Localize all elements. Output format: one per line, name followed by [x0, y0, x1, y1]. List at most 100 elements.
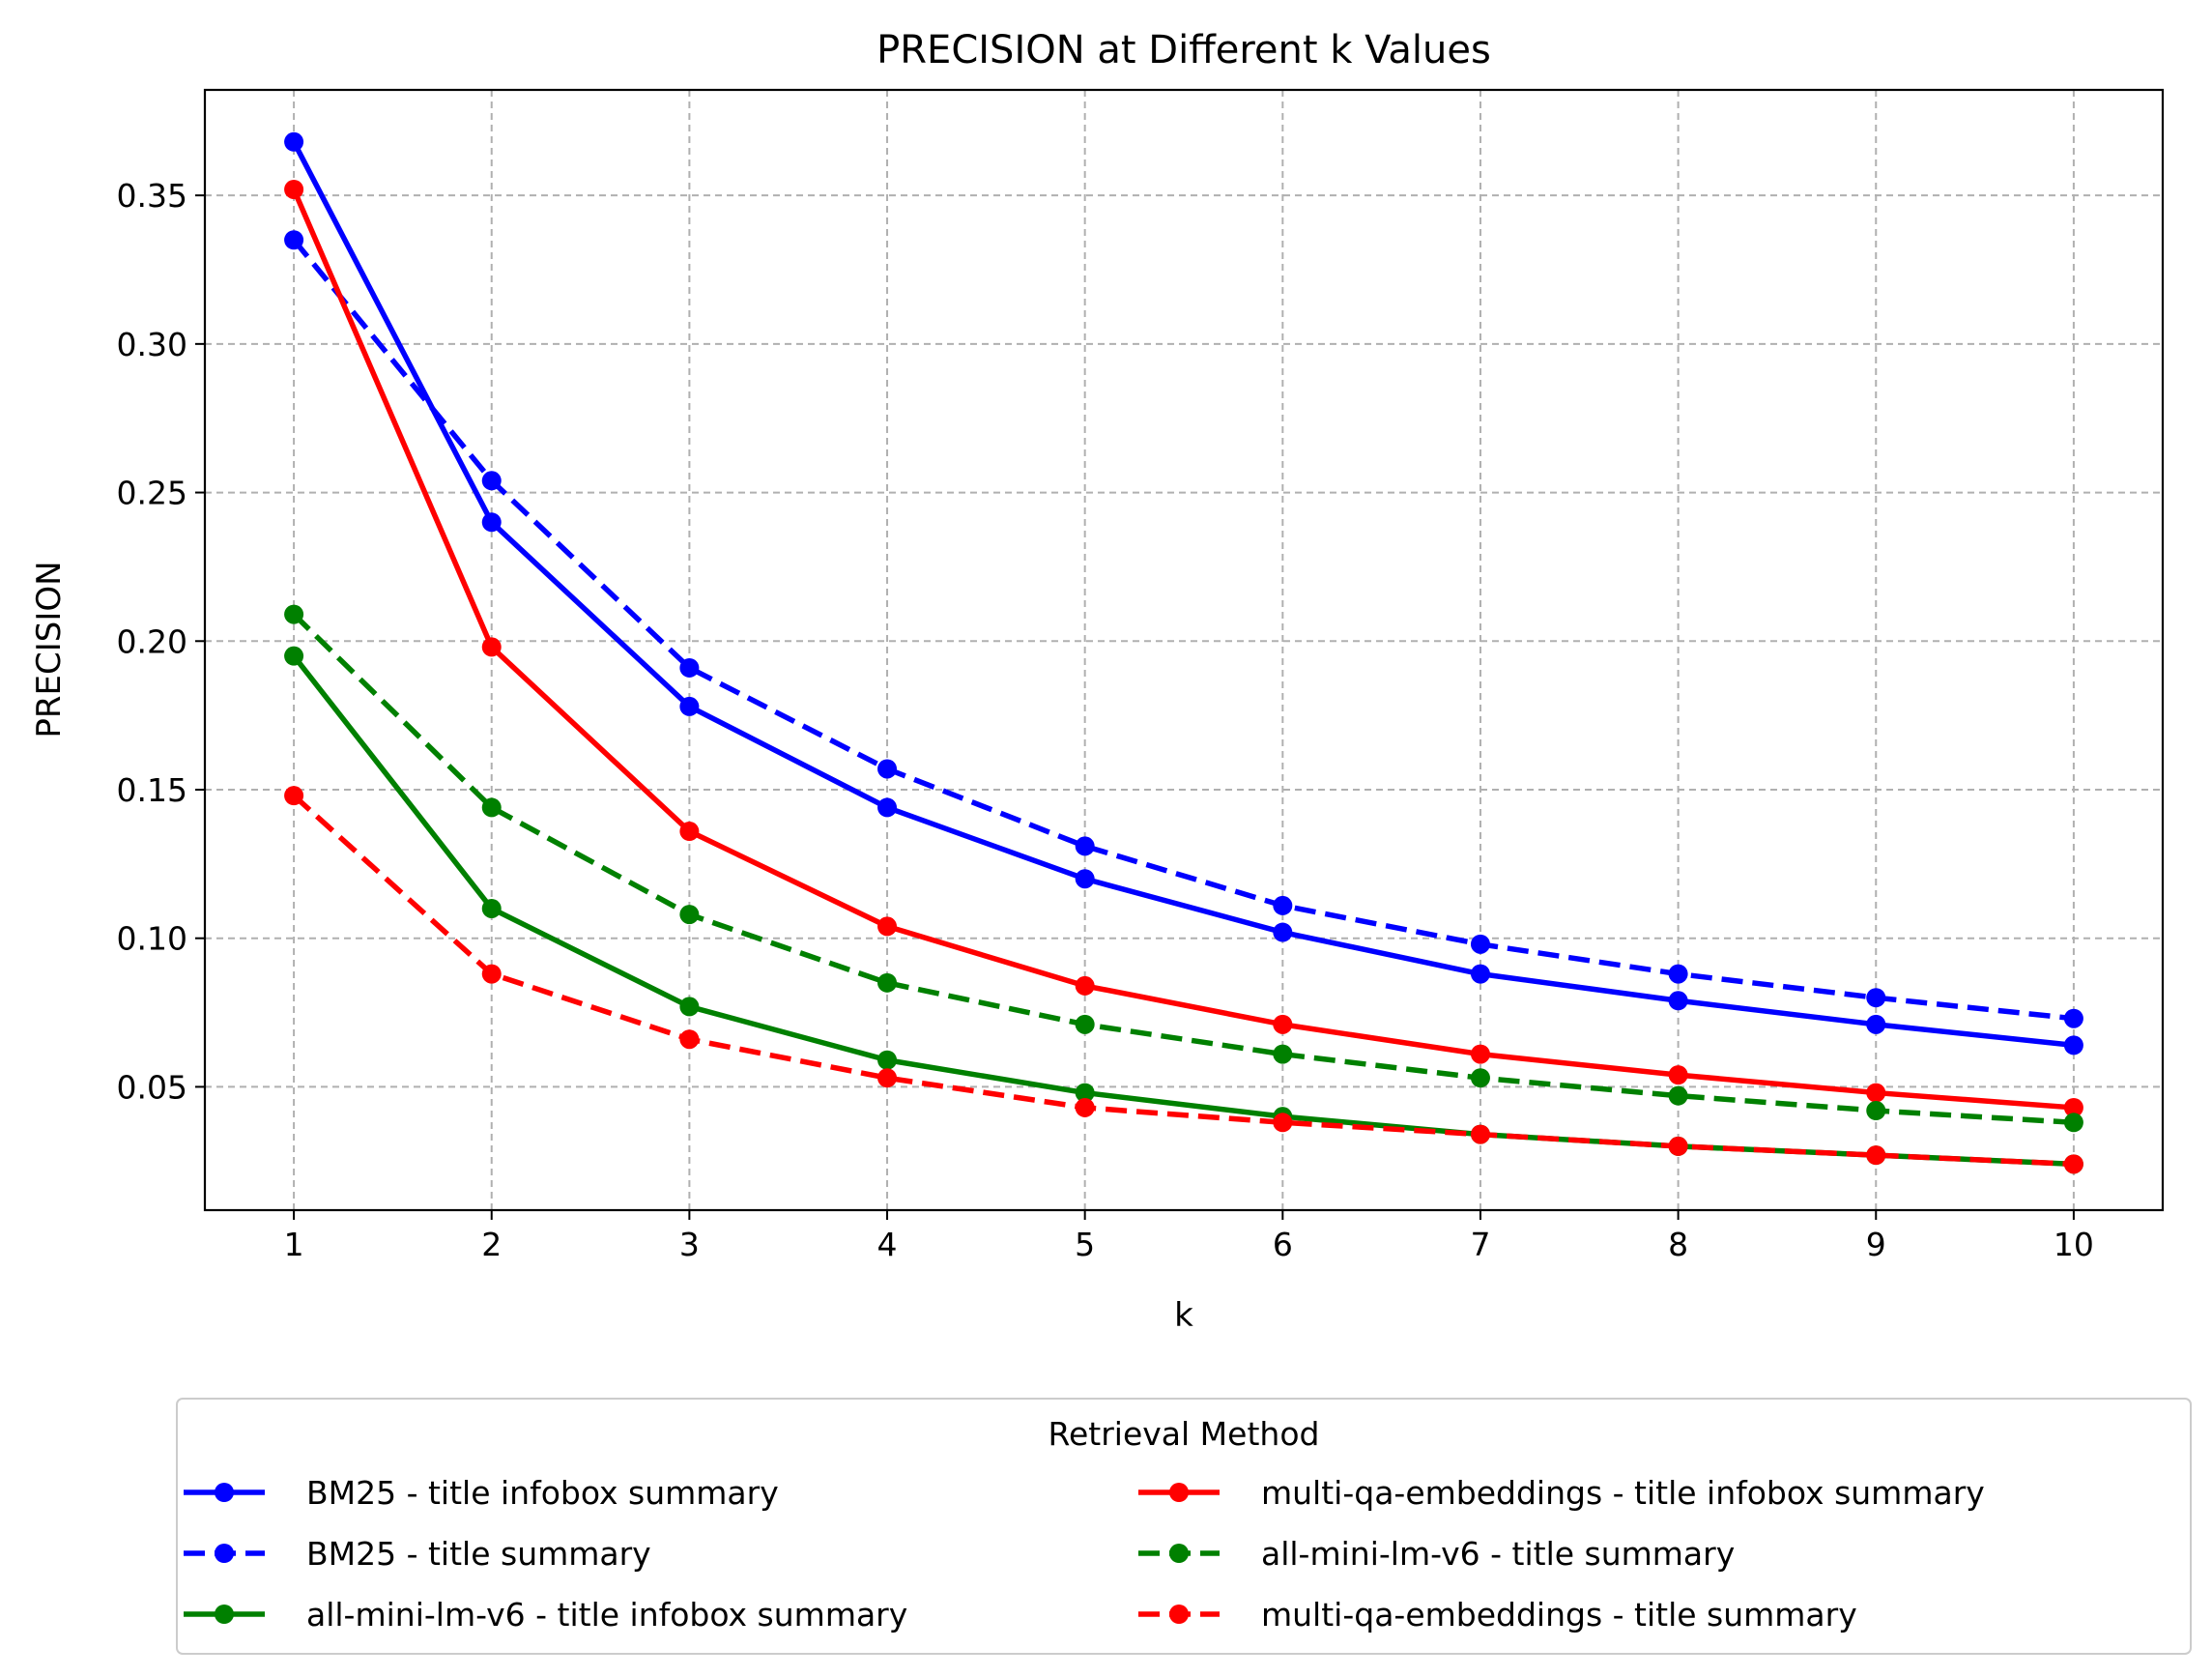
data-point	[2063, 1113, 2083, 1133]
x-axis-label: k	[1174, 1296, 1193, 1335]
data-point	[481, 637, 502, 657]
legend-entry: BM25 - title summary	[184, 1535, 651, 1573]
series-layer	[284, 131, 2083, 1174]
legend-label: multi-qa-embeddings - title infobox summ…	[1261, 1474, 1985, 1512]
data-point	[481, 898, 502, 918]
data-point	[481, 797, 502, 818]
legend-title: Retrieval Method	[1049, 1415, 1320, 1453]
data-point	[1273, 922, 1293, 942]
data-point	[679, 822, 700, 842]
y-axis: 0.05 0.10 0.15 0.20 0.25 0.30 0.35	[117, 177, 205, 1106]
legend-label: BM25 - title infobox summary	[306, 1474, 779, 1512]
data-point	[1075, 1014, 1095, 1034]
chart-title: PRECISION at Different k Values	[876, 28, 1491, 72]
legend-marker	[215, 1544, 234, 1563]
plot-frame	[203, 88, 2165, 1212]
x-axis: 1 2 3 4 5 6 7 8 9 10	[284, 1210, 2094, 1263]
data-point	[481, 471, 502, 491]
data-point	[1075, 1097, 1095, 1117]
legend-label: BM25 - title summary	[306, 1535, 651, 1573]
data-point	[679, 1029, 700, 1050]
x-tick-label: 8	[1668, 1226, 1688, 1263]
data-point	[1668, 1136, 1688, 1156]
data-point	[284, 786, 304, 806]
x-tick-label: 1	[284, 1226, 304, 1263]
x-tick-label: 10	[2054, 1226, 2094, 1263]
x-tick-label: 3	[679, 1226, 700, 1263]
series-2	[284, 230, 2083, 1028]
data-point	[284, 131, 304, 152]
data-point	[284, 179, 304, 199]
data-point	[1668, 991, 1688, 1011]
data-point	[679, 696, 700, 716]
data-point	[877, 972, 898, 993]
data-point	[1470, 934, 1490, 954]
series-line	[292, 794, 2075, 1168]
data-point	[679, 657, 700, 678]
series-5	[284, 604, 2083, 1133]
data-point	[1273, 1014, 1293, 1034]
legend-marker	[1169, 1605, 1189, 1624]
y-tick-label: 0.05	[117, 1068, 187, 1106]
data-point	[1470, 1068, 1490, 1088]
x-tick-label: 2	[481, 1226, 502, 1263]
legend-entry: BM25 - title infobox summary	[184, 1474, 779, 1512]
data-point	[1668, 1085, 1688, 1106]
legend-marker	[1169, 1483, 1189, 1502]
legend-entries: BM25 - title infobox summary BM25 - title…	[184, 1474, 1985, 1634]
legend-marker	[215, 1483, 234, 1502]
data-point	[1866, 1145, 1886, 1166]
data-point	[1273, 895, 1293, 915]
y-tick-label: 0.20	[117, 622, 187, 660]
data-point	[877, 916, 898, 937]
grid-layer	[205, 90, 2163, 1210]
x-tick-label: 6	[1273, 1226, 1293, 1263]
series-line	[291, 188, 2075, 1111]
data-point	[1075, 869, 1095, 889]
data-point	[1075, 836, 1095, 856]
data-point	[1273, 1044, 1293, 1064]
data-point	[877, 1068, 898, 1088]
y-axis-label: PRECISION	[30, 561, 69, 737]
data-point	[1668, 964, 1688, 984]
data-point	[481, 964, 502, 984]
legend-box	[176, 1398, 2192, 1655]
series-line	[291, 140, 2075, 1049]
data-point	[1075, 975, 1095, 996]
y-tick-label: 0.25	[117, 475, 187, 512]
legend-label: all-mini-lm-v6 - title infobox summary	[306, 1596, 907, 1634]
data-point	[877, 1050, 898, 1070]
series-line	[292, 612, 2075, 1126]
data-point	[2063, 1097, 2083, 1117]
data-point	[284, 230, 304, 250]
data-point	[2063, 1008, 2083, 1028]
legend-label: multi-qa-embeddings - title summary	[1261, 1596, 1857, 1634]
legend-entry: multi-qa-embeddings - title summary	[1138, 1596, 1857, 1634]
y-tick-label: 0.15	[117, 771, 187, 809]
legend-label: all-mini-lm-v6 - title summary	[1261, 1535, 1735, 1573]
data-point	[1866, 1083, 1886, 1103]
legend-marker	[1169, 1544, 1189, 1563]
data-point	[2063, 1154, 2083, 1174]
legend-entry: all-mini-lm-v6 - title infobox summary	[184, 1596, 907, 1634]
data-point	[284, 604, 304, 624]
series-6	[284, 786, 2083, 1174]
legend-entry: all-mini-lm-v6 - title summary	[1138, 1535, 1735, 1573]
data-point	[1866, 1101, 1886, 1121]
series-line	[291, 653, 2075, 1168]
series-1	[284, 131, 2083, 1055]
series-line	[291, 238, 2075, 1022]
legend: Retrieval Method BM25 - title infobox su…	[176, 1398, 2192, 1655]
y-tick-label: 0.30	[117, 326, 187, 363]
data-point	[1075, 1083, 1095, 1103]
data-point	[877, 797, 898, 818]
data-point	[2063, 1035, 2083, 1055]
x-tick-label: 5	[1075, 1226, 1095, 1263]
y-tick-label: 0.35	[117, 177, 187, 215]
data-point	[1470, 1124, 1490, 1144]
series-4	[284, 179, 2083, 1117]
data-point	[679, 997, 700, 1017]
data-point	[1470, 1044, 1490, 1064]
y-tick-label: 0.10	[117, 920, 187, 958]
